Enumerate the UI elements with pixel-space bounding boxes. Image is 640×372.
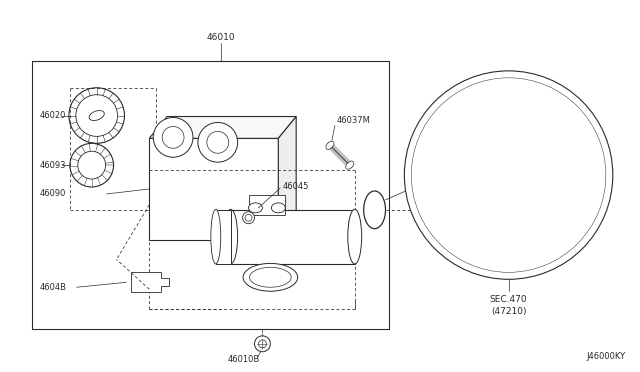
Circle shape	[481, 147, 536, 203]
Text: SEC.470: SEC.470	[490, 295, 527, 304]
Text: 46093: 46093	[40, 161, 67, 170]
Circle shape	[162, 126, 184, 148]
Ellipse shape	[245, 214, 252, 221]
Polygon shape	[216, 210, 230, 264]
Circle shape	[255, 336, 270, 352]
Text: 4604B: 4604B	[40, 283, 67, 292]
Circle shape	[259, 340, 266, 348]
Circle shape	[70, 143, 113, 187]
Text: 46010B: 46010B	[228, 355, 260, 364]
Ellipse shape	[243, 263, 298, 291]
Text: 46020: 46020	[40, 111, 67, 120]
Polygon shape	[149, 116, 296, 138]
Ellipse shape	[250, 267, 291, 287]
Text: 46010: 46010	[207, 33, 235, 42]
Ellipse shape	[211, 209, 221, 264]
Text: 46037M: 46037M	[337, 116, 371, 125]
Ellipse shape	[346, 161, 354, 169]
Ellipse shape	[509, 168, 524, 182]
Ellipse shape	[348, 209, 362, 264]
Ellipse shape	[89, 110, 104, 121]
Circle shape	[207, 131, 228, 153]
Circle shape	[404, 71, 612, 279]
Ellipse shape	[243, 212, 255, 224]
Circle shape	[447, 104, 455, 112]
Circle shape	[412, 78, 606, 272]
Circle shape	[76, 95, 118, 137]
Ellipse shape	[248, 203, 262, 213]
Circle shape	[78, 151, 106, 179]
Polygon shape	[131, 272, 169, 292]
Text: 46045: 46045	[282, 182, 308, 190]
Text: J46000KY: J46000KY	[587, 352, 626, 361]
Ellipse shape	[513, 171, 520, 179]
Circle shape	[69, 88, 124, 143]
Ellipse shape	[326, 141, 334, 150]
Circle shape	[569, 121, 583, 134]
Circle shape	[153, 118, 193, 157]
Circle shape	[198, 122, 237, 162]
Polygon shape	[278, 116, 296, 240]
Circle shape	[419, 86, 598, 264]
Circle shape	[572, 124, 580, 131]
Text: 46015K: 46015K	[421, 179, 453, 187]
Text: (47210): (47210)	[491, 307, 526, 315]
Ellipse shape	[224, 209, 237, 264]
Text: 46090: 46090	[40, 189, 67, 198]
Polygon shape	[149, 138, 278, 240]
Polygon shape	[248, 195, 285, 215]
Ellipse shape	[271, 203, 285, 213]
Polygon shape	[230, 210, 355, 264]
Circle shape	[444, 101, 458, 115]
Circle shape	[493, 159, 524, 191]
Ellipse shape	[364, 191, 385, 229]
